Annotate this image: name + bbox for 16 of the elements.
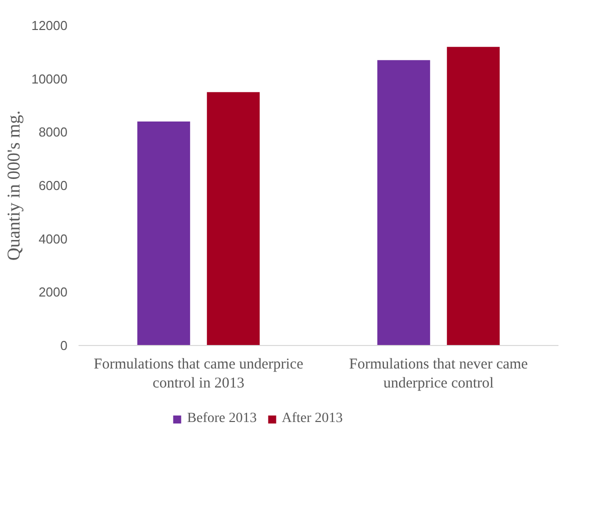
y-tick-label: 2000 [38, 284, 68, 300]
y-tick-label: 8000 [38, 124, 68, 140]
y-tick-label: 0 [60, 338, 68, 353]
y-tick-label: 10000 [31, 71, 68, 86]
legend-label: Before 2013 [187, 411, 257, 427]
y-axis-title: Quantiy in 000's mg. [3, 110, 24, 261]
bar [137, 122, 190, 346]
bar [377, 60, 430, 346]
legend-label: After 2013 [282, 411, 343, 427]
y-tick-label: 12000 [31, 18, 68, 33]
bar [446, 46, 500, 346]
x-tick-label: Formulations that never came underprice control [349, 356, 528, 392]
bar [206, 92, 260, 346]
y-tick-label: 4000 [38, 231, 68, 246]
y-tick-label: 6000 [38, 178, 68, 193]
x-tick-label: Formulations that came underprice control in 2013 [94, 356, 304, 392]
